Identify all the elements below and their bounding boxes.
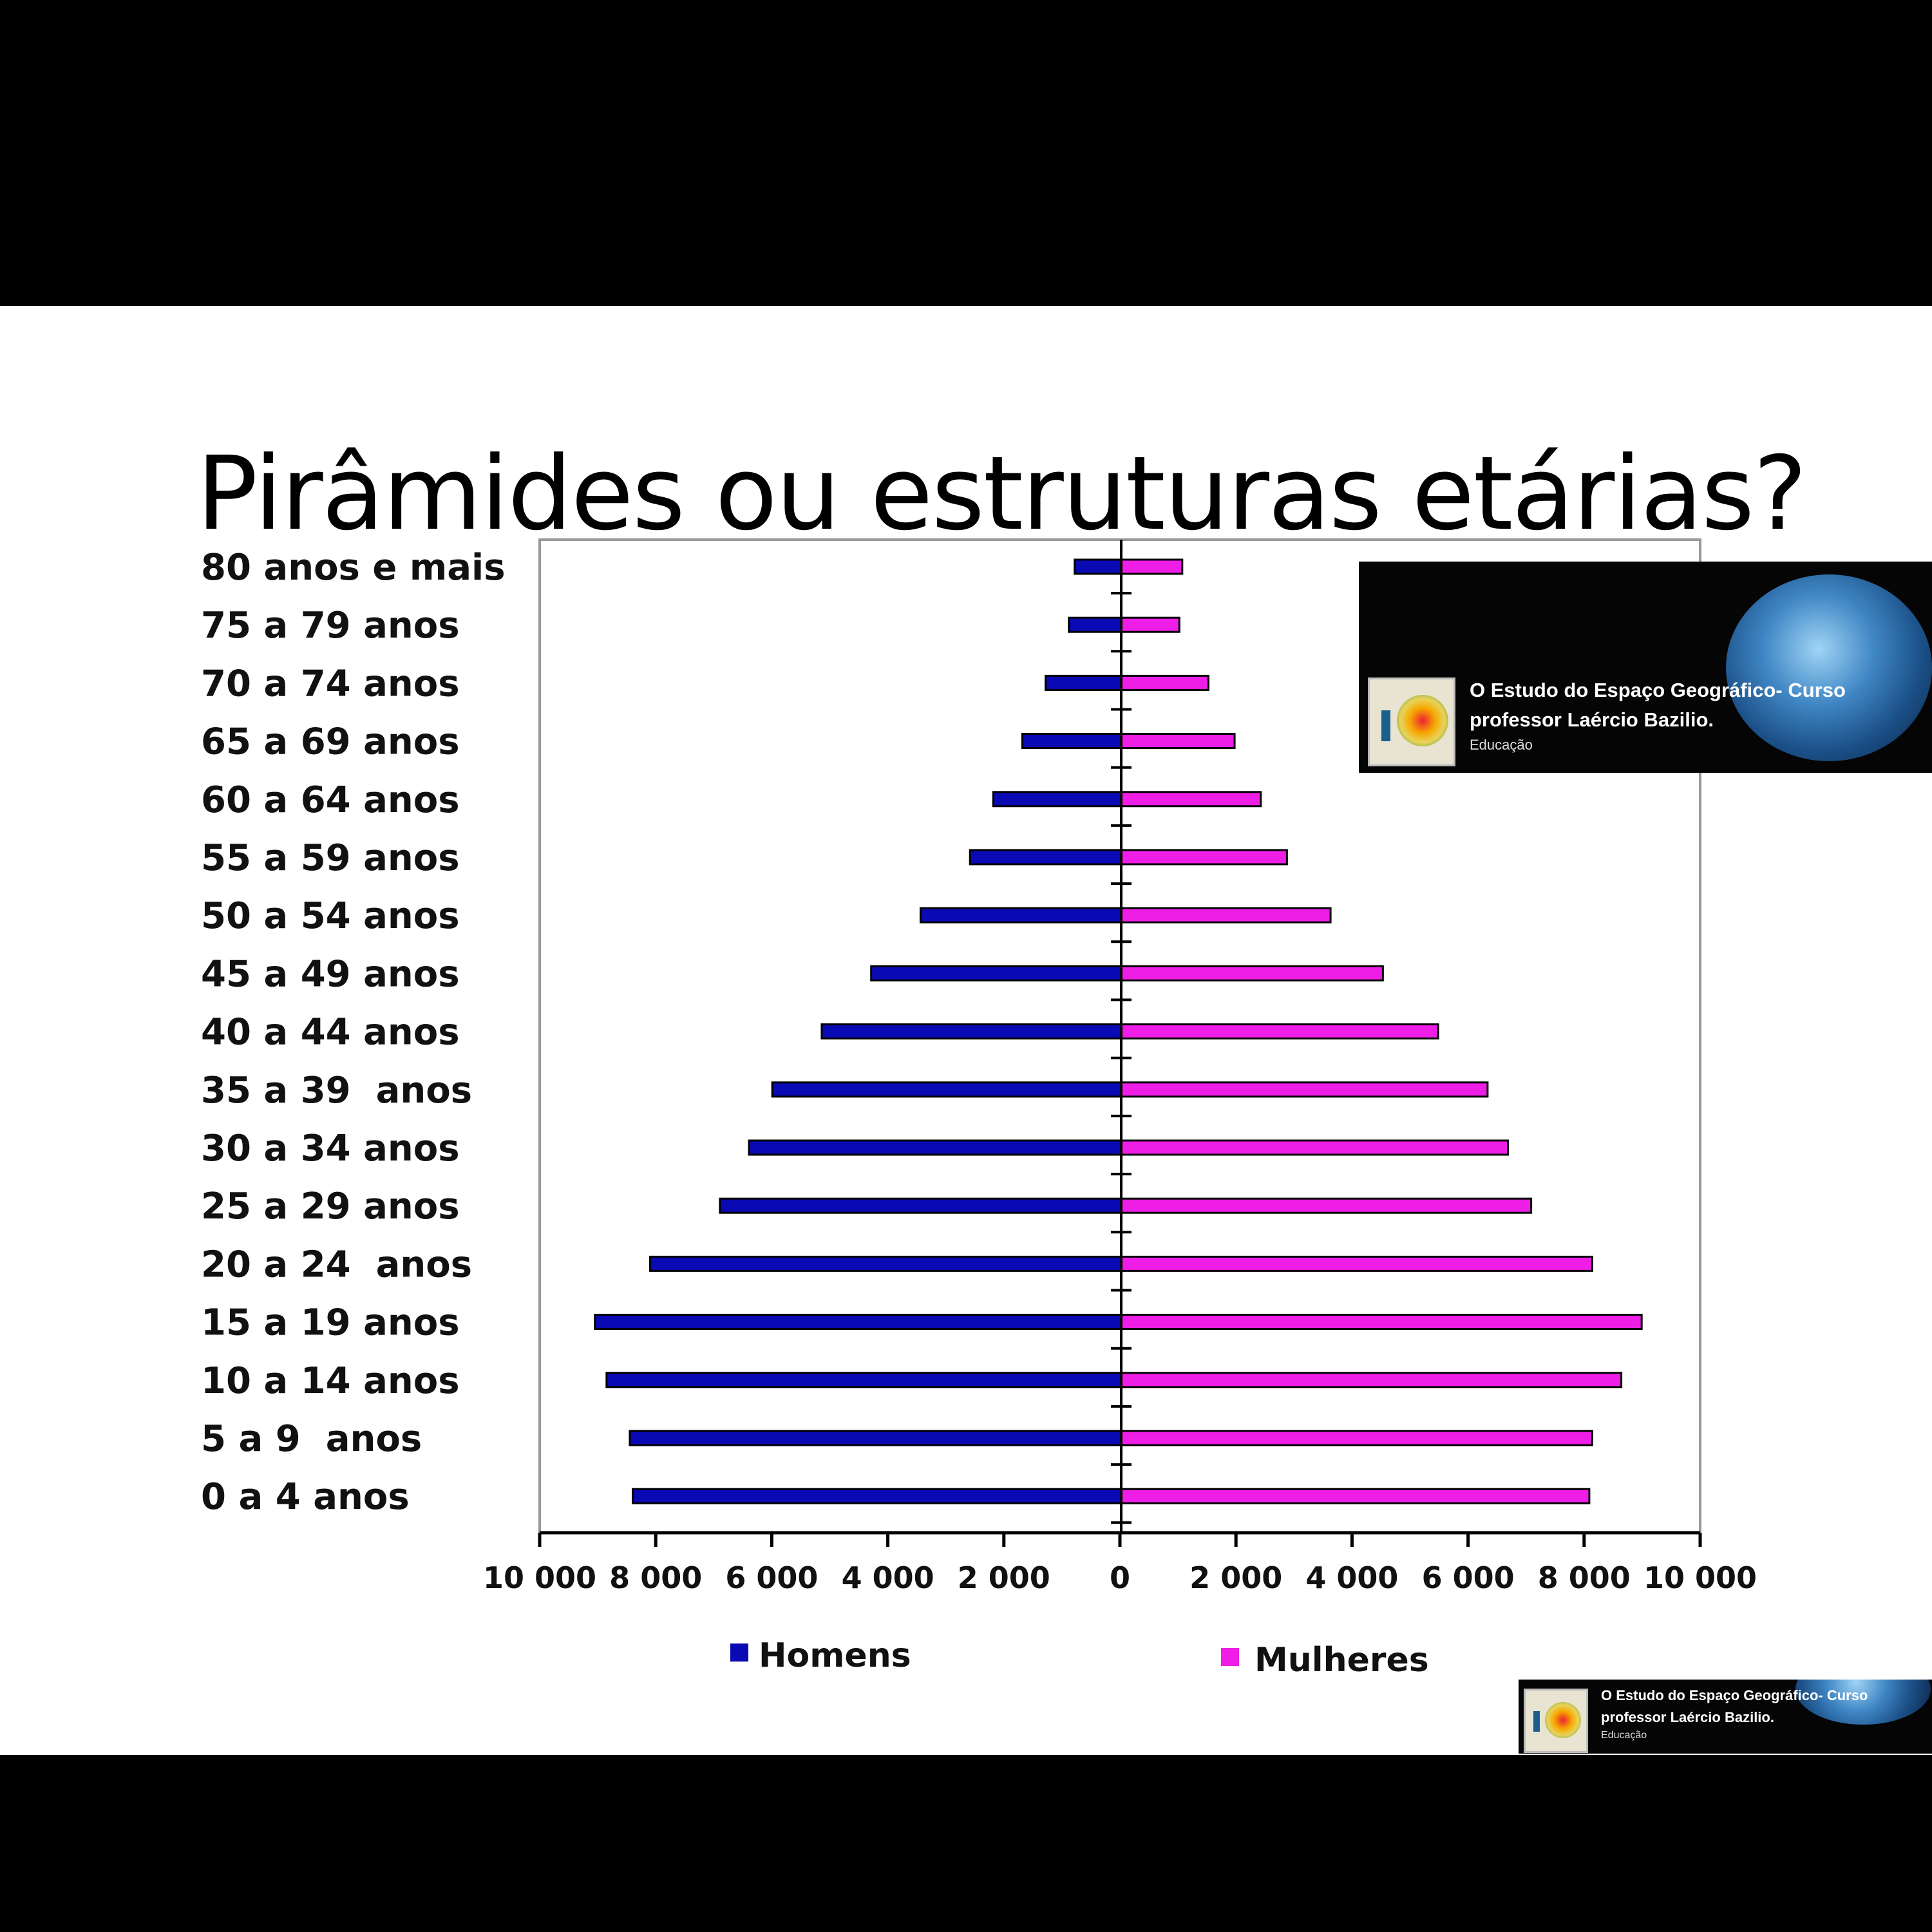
bar-homens xyxy=(719,1197,1122,1214)
bar-homens xyxy=(629,1430,1122,1446)
bar-mulheres xyxy=(1120,1081,1489,1098)
category-label: 75 a 79 anos xyxy=(201,605,460,647)
bar-mulheres xyxy=(1120,1314,1643,1331)
bar-homens xyxy=(1045,674,1122,691)
bar-mulheres xyxy=(1120,558,1184,575)
category-label: 25 a 29 anos xyxy=(201,1186,460,1227)
watermark-small-line-2: professor Laércio Bazilio. xyxy=(1601,1709,1774,1725)
category-label: 0 a 4 anos xyxy=(201,1476,410,1518)
bar-mulheres xyxy=(1120,1023,1439,1040)
x-tick-label: 0 xyxy=(1110,1560,1130,1595)
category-label: 5 a 9 anos xyxy=(201,1418,422,1460)
bar-mulheres xyxy=(1120,1430,1593,1446)
video-watermark-large: O Estudo do Espaço Geográfico- Curso pro… xyxy=(1359,562,1932,773)
x-tick-label: 2 000 xyxy=(958,1560,1050,1595)
x-tick-label: 6 000 xyxy=(1422,1560,1515,1595)
bar-homens xyxy=(870,965,1122,981)
bar-mulheres xyxy=(1120,1372,1623,1388)
watermark-line-2: professor Laércio Bazilio. xyxy=(1470,708,1714,731)
channel-logo xyxy=(1368,677,1455,766)
legend-label-homens: Homens xyxy=(759,1636,911,1675)
bar-mulheres xyxy=(1120,733,1236,750)
bar-homens xyxy=(919,907,1122,923)
bar-homens xyxy=(1021,733,1122,750)
category-label: 20 a 24 anos xyxy=(201,1244,472,1285)
category-label: 30 a 34 anos xyxy=(201,1128,460,1170)
bar-homens xyxy=(1074,558,1122,575)
category-label: 55 a 59 anos xyxy=(201,837,460,879)
x-tick-label: 10 000 xyxy=(483,1560,596,1595)
bar-mulheres xyxy=(1120,907,1332,923)
bar-homens xyxy=(1068,616,1122,633)
category-label: 50 a 54 anos xyxy=(201,895,460,937)
bar-mulheres xyxy=(1120,791,1262,808)
bar-mulheres xyxy=(1120,674,1209,691)
category-label: 10 a 14 anos xyxy=(201,1360,460,1402)
slide-title: Pirâmides ou estruturas etárias? xyxy=(196,435,1807,553)
legend-label-mulheres: Mulheres xyxy=(1255,1641,1429,1680)
channel-logo-small xyxy=(1524,1689,1588,1753)
watermark-line-3: Educação xyxy=(1470,737,1533,753)
watermark-line-1: O Estudo do Espaço Geográfico- Curso xyxy=(1470,679,1846,701)
bar-mulheres xyxy=(1120,1488,1591,1504)
bar-homens xyxy=(649,1255,1122,1272)
x-tick-label: 4 000 xyxy=(842,1560,934,1595)
category-label: 45 a 49 anos xyxy=(201,953,460,995)
watermark-small-line-1: O Estudo do Espaço Geográfico- Curso xyxy=(1601,1687,1868,1703)
bar-homens xyxy=(771,1081,1122,1098)
category-label: 15 a 19 anos xyxy=(201,1302,460,1344)
bar-homens xyxy=(605,1372,1122,1388)
category-label: 80 anos e mais xyxy=(201,547,506,589)
category-label: 40 a 44 anos xyxy=(201,1012,460,1054)
x-tick-label: 4 000 xyxy=(1305,1560,1398,1595)
x-tick-label: 6 000 xyxy=(725,1560,818,1595)
category-label: 35 a 39 anos xyxy=(201,1070,472,1112)
legend-swatch-homens xyxy=(730,1643,748,1662)
bar-homens xyxy=(992,791,1122,808)
bar-homens xyxy=(594,1314,1122,1331)
bar-mulheres xyxy=(1120,1255,1593,1272)
bar-mulheres xyxy=(1120,1197,1533,1214)
bar-homens xyxy=(969,849,1122,866)
x-tick-label: 8 000 xyxy=(1538,1560,1631,1595)
legend-swatch-mulheres xyxy=(1221,1648,1239,1666)
earth-image xyxy=(1726,574,1932,761)
bar-mulheres xyxy=(1120,849,1288,866)
bar-mulheres xyxy=(1120,965,1384,981)
category-label: 65 a 69 anos xyxy=(201,721,460,763)
x-tick-label: 2 000 xyxy=(1189,1560,1282,1595)
category-label: 70 a 74 anos xyxy=(201,663,460,705)
bar-homens xyxy=(820,1023,1122,1040)
x-tick-label: 8 000 xyxy=(609,1560,702,1595)
bar-homens xyxy=(631,1488,1122,1504)
bar-mulheres xyxy=(1120,616,1180,633)
category-label: 60 a 64 anos xyxy=(201,779,460,821)
bar-mulheres xyxy=(1120,1139,1509,1156)
video-watermark-small: O Estudo do Espaço Geográfico- Curso pro… xyxy=(1519,1680,1932,1754)
x-tick-label: 10 000 xyxy=(1643,1560,1757,1595)
bar-homens xyxy=(748,1139,1122,1156)
watermark-small-line-3: Educação xyxy=(1601,1730,1647,1741)
